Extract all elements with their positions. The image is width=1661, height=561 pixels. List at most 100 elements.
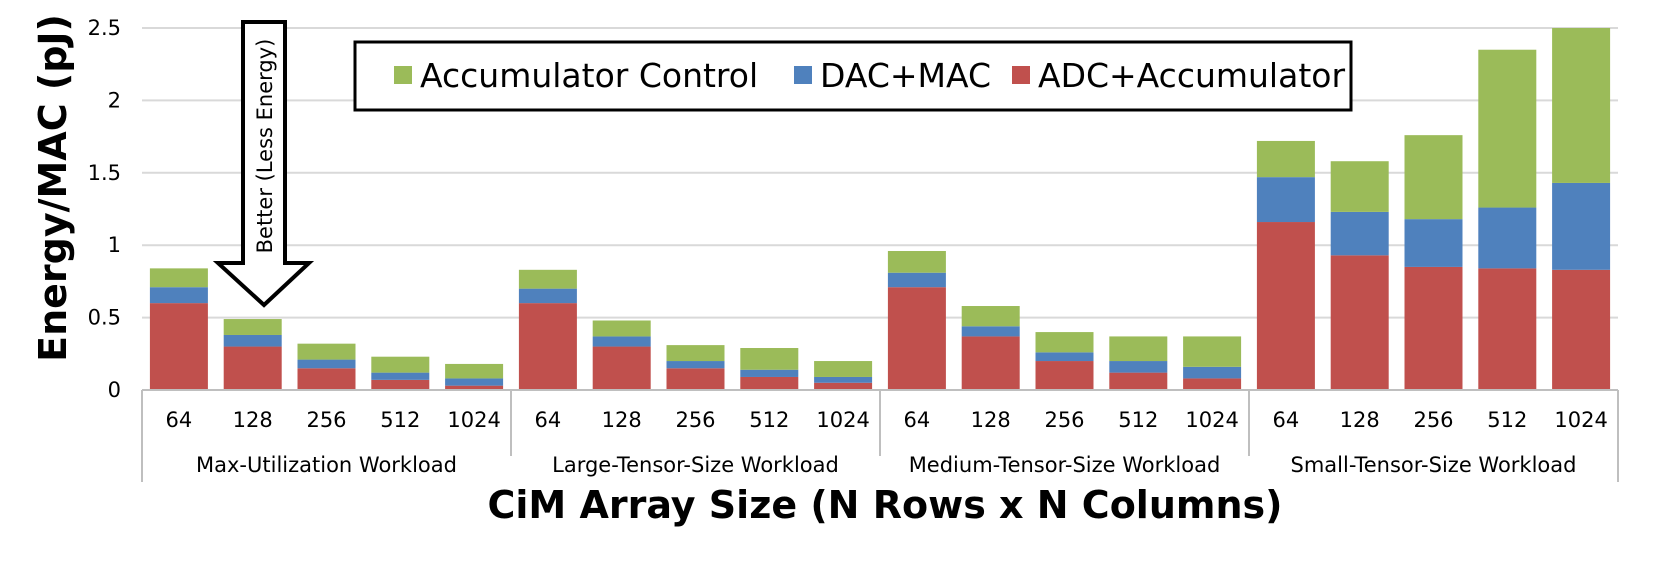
legend-swatch-adc-accumulator bbox=[1012, 66, 1030, 84]
x-tick-label: 512 bbox=[1487, 408, 1527, 432]
bar-segment bbox=[1478, 207, 1537, 269]
x-tick-label: 128 bbox=[602, 408, 642, 432]
bar-segment bbox=[740, 376, 799, 390]
legend: Accumulator Control DAC+MAC ADC+Accumula… bbox=[353, 40, 1353, 112]
x-tick-label: 1024 bbox=[816, 408, 869, 432]
bar-segment bbox=[887, 272, 946, 288]
bar-segment bbox=[666, 345, 725, 362]
bar-segment bbox=[1330, 211, 1389, 256]
bar-segment bbox=[1035, 332, 1094, 353]
bar-segment bbox=[1183, 366, 1242, 379]
x-group-label: Large-Tensor-Size Workload bbox=[552, 453, 839, 477]
bar-segment bbox=[1552, 182, 1611, 270]
x-tick-label: 256 bbox=[306, 408, 346, 432]
bar-segment bbox=[445, 363, 504, 379]
x-tick-label: 512 bbox=[749, 408, 789, 432]
x-group-labels: Max-Utilization Workload Large-Tensor-Siz… bbox=[196, 453, 1576, 477]
bar-segment bbox=[518, 303, 577, 390]
legend-label-dac-mac: DAC+MAC bbox=[820, 56, 991, 95]
x-tick-label: 1024 bbox=[1185, 408, 1238, 432]
x-tick-label: 64 bbox=[1273, 408, 1300, 432]
x-tick-label: 128 bbox=[971, 408, 1011, 432]
bar-segment bbox=[223, 334, 282, 347]
bar-segment bbox=[666, 361, 725, 369]
x-tick-label: 64 bbox=[904, 408, 931, 432]
x-group-label: Small-Tensor-Size Workload bbox=[1291, 453, 1577, 477]
bar-segment bbox=[518, 269, 577, 289]
bar-segment bbox=[1552, 269, 1611, 390]
bar-segment bbox=[814, 376, 873, 383]
bar-segment bbox=[297, 359, 356, 369]
arrow-annotation-text: Better (Less Energy) bbox=[253, 39, 277, 254]
y-tick-label: 1.5 bbox=[88, 161, 121, 185]
x-tick-label: 128 bbox=[1340, 408, 1380, 432]
x-tick-label: 64 bbox=[166, 408, 193, 432]
y-tick-labels: 0 0.5 1 1.5 2 2.5 bbox=[88, 16, 121, 402]
bar-segment bbox=[1256, 222, 1315, 390]
y-tick-label: 0 bbox=[108, 378, 121, 402]
bar-segment bbox=[297, 343, 356, 360]
bar-segment bbox=[1256, 177, 1315, 223]
better-arrow: Better (Less Energy) bbox=[212, 20, 315, 308]
x-tick-label: 512 bbox=[380, 408, 420, 432]
bar-segment bbox=[371, 372, 430, 380]
bar-segment bbox=[740, 348, 799, 370]
bar-segment bbox=[740, 369, 799, 377]
bar-segment bbox=[1035, 361, 1094, 390]
x-tick-label: 512 bbox=[1118, 408, 1158, 432]
bar-segment bbox=[1404, 219, 1463, 267]
y-tick-label: 0.5 bbox=[88, 306, 121, 330]
bar-segment bbox=[1183, 336, 1242, 367]
bar-segment bbox=[223, 319, 282, 335]
bar-segment bbox=[887, 287, 946, 390]
x-tick-label: 256 bbox=[1413, 408, 1453, 432]
bar-segment bbox=[371, 379, 430, 390]
bar-segment bbox=[1183, 378, 1242, 390]
bar-segment bbox=[961, 306, 1020, 327]
y-tick-label: 2.5 bbox=[88, 16, 121, 40]
y-tick-label: 2 bbox=[108, 88, 121, 112]
legend-box bbox=[353, 40, 1353, 112]
bar-segment bbox=[149, 287, 208, 304]
legend-swatch-dac-mac bbox=[794, 66, 812, 84]
bars bbox=[149, 28, 1611, 390]
bar-segment bbox=[371, 356, 430, 373]
bar-segment bbox=[518, 288, 577, 304]
y-axis-title: Energy/MAC (pJ) bbox=[31, 14, 75, 362]
bar-segment bbox=[1478, 268, 1537, 390]
bar-segment bbox=[1109, 361, 1168, 373]
x-category-labels: 64 128 256 512 1024 64 128 256 512 1024 64 128 256 51… bbox=[166, 408, 1608, 432]
axes bbox=[141, 389, 1619, 482]
bar-segment bbox=[592, 346, 651, 390]
legend-swatch-accumulator-control bbox=[394, 66, 412, 84]
x-tick-label: 128 bbox=[233, 408, 273, 432]
x-tick-label: 1024 bbox=[1554, 408, 1607, 432]
bar-segment bbox=[814, 382, 873, 390]
bar-segment bbox=[1404, 266, 1463, 390]
legend-label-adc-accumulator: ADC+Accumulator bbox=[1038, 56, 1345, 95]
bar-segment bbox=[149, 268, 208, 288]
x-tick-label: 64 bbox=[535, 408, 562, 432]
bar-segment bbox=[1478, 49, 1537, 208]
bar-segment bbox=[297, 368, 356, 390]
bar-segment bbox=[592, 320, 651, 337]
bar-segment bbox=[1256, 140, 1315, 178]
x-group-label: Max-Utilization Workload bbox=[196, 453, 457, 477]
bar-segment bbox=[445, 378, 504, 386]
bar-segment bbox=[149, 303, 208, 390]
down-arrow-icon bbox=[212, 20, 315, 308]
bar-segment bbox=[1330, 161, 1389, 212]
bar-segment bbox=[1035, 352, 1094, 362]
bar-segment bbox=[1109, 336, 1168, 362]
y-tick-label: 1 bbox=[108, 233, 121, 257]
bar-segment bbox=[666, 368, 725, 390]
x-tick-label: 1024 bbox=[447, 408, 500, 432]
x-axis-title: CiM Array Size (N Rows x N Columns) bbox=[487, 483, 1282, 527]
bar-segment bbox=[1552, 28, 1611, 183]
bar-segment bbox=[1404, 135, 1463, 220]
bar-segment bbox=[814, 361, 873, 377]
x-tick-label: 256 bbox=[1044, 408, 1084, 432]
bar-segment bbox=[961, 326, 1020, 337]
legend-label-accumulator-control: Accumulator Control bbox=[420, 56, 758, 95]
